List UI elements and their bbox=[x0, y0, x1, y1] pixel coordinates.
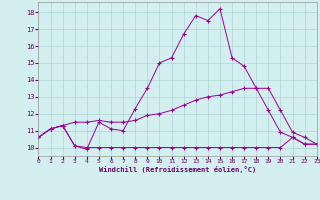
X-axis label: Windchill (Refroidissement éolien,°C): Windchill (Refroidissement éolien,°C) bbox=[99, 166, 256, 173]
